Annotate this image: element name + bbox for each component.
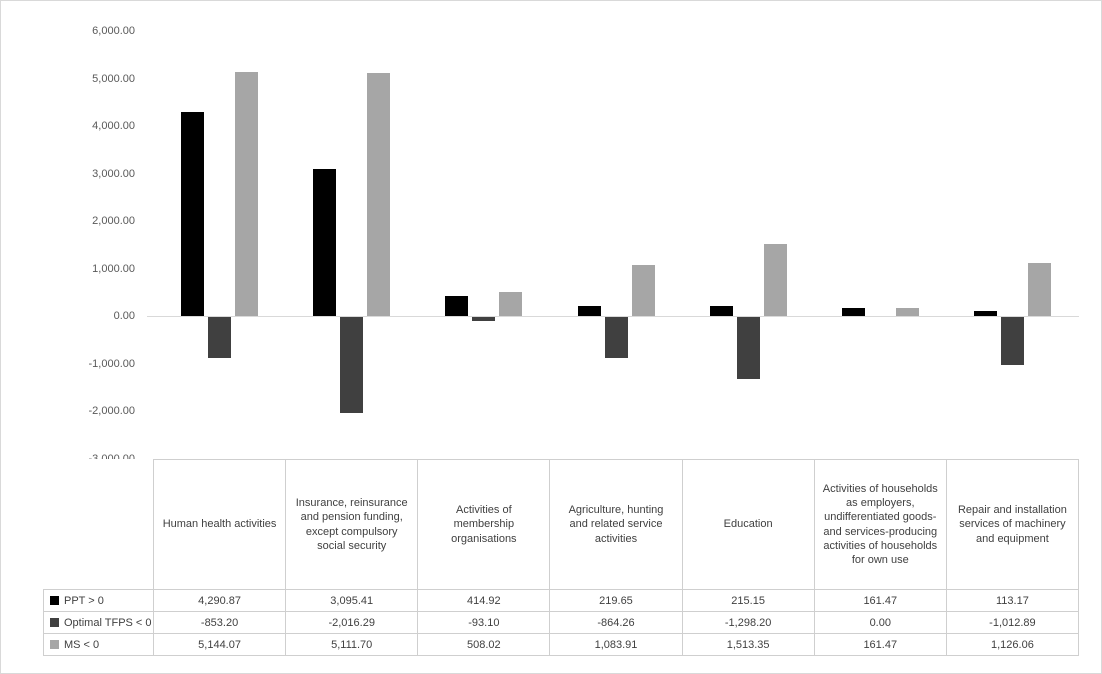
category-header-cell: Insurance, reinsurance and pension fundi… [285,459,419,590]
table-row: PPT > 0 4,290.87 3,095.41 414.92 219.65 215.1… [43,589,1080,612]
value-cell: 1,083.91 [549,633,683,656]
chart-bar [763,244,787,316]
legend-cell: PPT > 0 [43,589,154,612]
y-axis-tick-label: 1,000.00 [92,262,135,275]
value-cell: 113.17 [945,589,1080,612]
legend-cell: MS < 0 [43,633,154,656]
chart-bar [234,71,258,316]
value-cell: 3,095.41 [285,589,419,612]
category-header-cell: Repair and installation services of mach… [945,459,1080,590]
legend-cell: Optimal TFPS < 0 [43,611,154,634]
legend-label: PPT > 0 [64,594,104,607]
y-axis-tick-label: -1,000.00 [88,357,135,370]
value-cell: -1,298.20 [681,611,815,634]
value-cell: 161.47 [813,633,947,656]
chart-bar [709,305,733,316]
value-cell: 414.92 [417,589,551,612]
chart-bar [312,169,336,316]
value-cell: 508.02 [417,633,551,656]
category-header-cell: Education [681,459,815,590]
y-axis-tick-label: 2,000.00 [92,215,135,227]
legend-label: Optimal TFPS < 0 [64,616,152,629]
category-header-cell: Activities of households as employers, u… [813,459,947,590]
chart-bar [472,317,496,322]
chart-bar [180,112,204,316]
chart-bar [1028,262,1052,316]
chart-bar [499,291,523,316]
chart-bar [896,308,920,316]
value-cell: 0.00 [813,611,947,634]
data-table: Human health activities Insurance, reinsu… [43,459,1080,656]
chart-bar [207,317,231,358]
y-axis-tick-label: -2,000.00 [88,405,135,417]
chart-bar [974,310,998,316]
y-axis: 6,000.00 5,000.00 4,000.00 3,000.00 2,000.00… [1,1,143,465]
legend-label: MS < 0 [64,638,100,651]
value-cell: -93.10 [417,611,551,634]
chart-bar [631,264,655,316]
category-header-cell: Human health activities [152,459,287,590]
y-axis-tick-label: 4,000.00 [92,120,135,132]
value-cell: -1,012.89 [945,611,1080,634]
table-corner-cell [44,460,154,590]
value-cell: 161.47 [813,589,947,612]
value-cell: 1,126.06 [945,633,1080,656]
y-axis-tick-label: 5,000.00 [92,72,135,85]
value-cell: -853.20 [152,611,287,634]
chart-bar [339,317,363,413]
y-axis-tick-label: 6,000.00 [92,25,135,37]
legend-swatch [50,617,59,627]
value-cell: 1,513.35 [681,633,815,656]
chart-bar [604,317,628,359]
table-row: MS < 0 5,144.07 5,111.70 508.02 1,083.91 1,51… [43,633,1080,656]
value-cell: -2,016.29 [285,611,419,634]
category-header-cell: Agriculture, hunting and related service… [549,459,683,590]
table-row: Optimal TFPS < 0 -853.20 -2,016.29 -93.10 -8… [43,611,1080,634]
y-axis-tick-label: 3,000.00 [92,167,135,180]
category-header-cell: Activities of membership organisations [417,459,551,590]
y-axis-tick-label: 0.00 [113,310,135,322]
zero-axis-line [147,316,1079,317]
value-cell: 5,144.07 [152,633,287,656]
value-cell: 219.65 [549,589,683,612]
legend-swatch [50,639,59,649]
chart-bar [445,296,469,316]
chart-bar [1001,317,1025,366]
plot-area [147,1,1079,459]
value-cell: -864.26 [549,611,683,634]
value-cell: 215.15 [681,589,815,612]
table-header-row: Human health activities Insurance, reinsu… [44,459,1080,590]
value-cell: 4,290.87 [152,589,287,612]
chart-bar [577,305,601,316]
chart-bar [366,73,390,316]
legend-swatch [50,595,59,605]
value-cell: 5,111.70 [285,633,419,656]
chart-bar [842,308,866,316]
chart-bar [736,317,760,379]
